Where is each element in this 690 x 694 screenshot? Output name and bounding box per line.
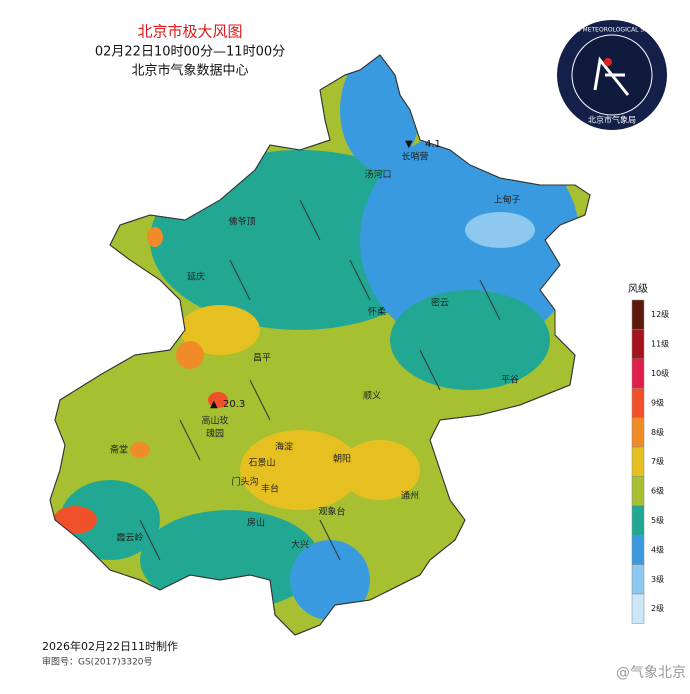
legend-swatch	[631, 387, 645, 418]
legend-swatch	[631, 446, 645, 477]
place-label: 斋堂	[110, 444, 128, 456]
min-value: 4.1	[425, 139, 441, 150]
place-label: 瑰园	[206, 428, 224, 440]
place-label: 门头沟	[231, 476, 258, 488]
place-label: 丰台	[261, 483, 279, 495]
legend-swatch	[631, 358, 645, 389]
place-label: 佛爷顶	[228, 216, 255, 228]
place-label: 通州	[401, 491, 419, 502]
legend-label: 9级	[651, 397, 664, 407]
legend-swatch	[631, 593, 645, 624]
legend-swatch	[631, 329, 645, 360]
legend-label: 6级	[651, 486, 664, 496]
place-label: 石景山	[248, 458, 275, 469]
legend: 12级 11级 10级 9级 8级 7级 6级 5级 4级 3级 2级	[631, 299, 669, 624]
wind-barbs	[139, 199, 501, 561]
place-label: 霞云岭	[116, 532, 143, 544]
legend-swatch	[631, 564, 645, 595]
legend-label: 10级	[651, 368, 669, 378]
made-time: 2026年02月22日11时制作	[42, 639, 178, 653]
logo-name: 北京市气象局	[588, 115, 636, 125]
place-label: 观象台	[318, 506, 345, 518]
legend-label: 12级	[651, 309, 669, 319]
legend-swatch	[631, 476, 645, 507]
legend-label: 3级	[651, 574, 664, 584]
max-value: 20.3	[223, 399, 245, 410]
place-label: 上甸子	[493, 194, 520, 206]
place-label: 密云	[431, 297, 449, 309]
legend-label: 5级	[651, 515, 664, 525]
place-label: 海淀	[275, 441, 293, 453]
legend-swatch	[631, 534, 645, 565]
legend-label: 2级	[651, 603, 664, 613]
place-label: 长哨营	[401, 151, 428, 163]
place-label: 顺义	[363, 391, 381, 402]
max-marker: ▲	[210, 399, 218, 410]
logo: BEIJING METEOROLOGICAL SERVICE 北京市气象局	[557, 20, 667, 130]
legend-swatch	[631, 299, 645, 330]
legend-title: 风级	[628, 283, 648, 295]
place-label: 怀柔	[368, 306, 386, 318]
source: 北京市气象数据中心	[131, 63, 248, 79]
place-label: 昌平	[253, 353, 271, 364]
logo-text: BEIJING METEOROLOGICAL SERVICE	[558, 27, 666, 34]
wind-field	[50, 55, 590, 635]
legend-label: 8级	[651, 427, 664, 437]
legend-label: 7级	[651, 456, 664, 466]
title: 北京市极大风图	[137, 23, 242, 41]
place-label: 平谷	[501, 375, 519, 386]
place-label: 大兴	[291, 539, 309, 551]
legend-swatch	[631, 417, 645, 448]
legend-swatch	[631, 505, 645, 536]
place-label: 汤河口	[364, 169, 391, 181]
legend-label: 11级	[651, 339, 669, 349]
watermark: @气象北京	[616, 665, 686, 681]
review-no: 审图号：GS(2017)3320号	[42, 656, 153, 668]
place-label: 延庆	[187, 271, 205, 283]
time-range: 02月22日10时00分—11时00分	[95, 45, 285, 60]
place-label: 高山玫	[201, 415, 228, 427]
place-label: 朝阳	[333, 454, 351, 465]
place-label: 房山	[247, 517, 265, 529]
boundary	[49, 54, 591, 636]
legend-label: 4级	[651, 544, 664, 554]
min-marker: ▼	[405, 139, 413, 150]
